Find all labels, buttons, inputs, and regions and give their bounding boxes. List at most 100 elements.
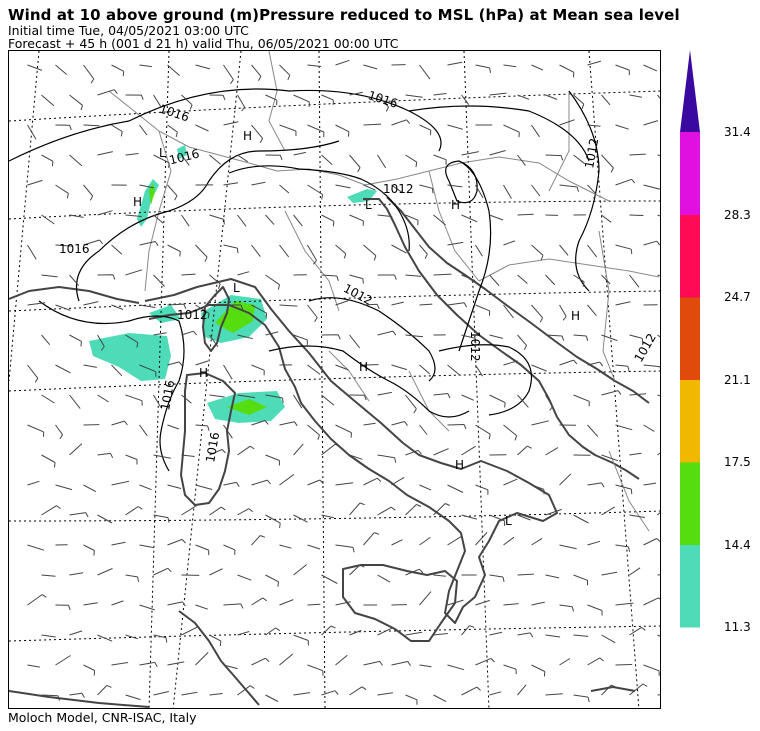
wind-barbs bbox=[27, 59, 660, 705]
wind-barb bbox=[405, 694, 418, 705]
wind-barb bbox=[125, 454, 138, 465]
wind-barb bbox=[55, 244, 73, 247]
wind-barb bbox=[349, 502, 365, 516]
wind-barb bbox=[573, 394, 590, 407]
wind-barb bbox=[265, 694, 279, 702]
wind-barb bbox=[335, 424, 352, 438]
wind-barb bbox=[391, 476, 405, 486]
wind-barb bbox=[251, 181, 266, 186]
wind-barb bbox=[55, 64, 68, 75]
wind-barb bbox=[405, 449, 422, 456]
wind-barb bbox=[223, 244, 239, 254]
isobar-label: 1012 bbox=[341, 281, 375, 308]
wind-barb bbox=[587, 60, 602, 66]
wind-barb bbox=[587, 657, 604, 666]
wind-barb bbox=[461, 334, 477, 344]
wind-barb bbox=[461, 94, 470, 106]
wind-barb bbox=[503, 304, 514, 319]
wind-barb bbox=[321, 514, 335, 519]
isobar-label: 1016 bbox=[203, 431, 222, 464]
model-credit: Moloch Model, CNR-ISAC, Italy bbox=[8, 710, 197, 725]
wind-barb bbox=[97, 514, 113, 524]
wind-barb bbox=[475, 304, 491, 316]
wind-barb bbox=[405, 214, 419, 226]
wind-barb bbox=[433, 503, 450, 516]
wind-barb bbox=[531, 484, 545, 495]
wind-barb bbox=[489, 691, 502, 696]
wind-barb bbox=[251, 597, 267, 606]
wind-barb bbox=[167, 661, 185, 666]
wind-barb bbox=[531, 537, 543, 546]
wind-barb bbox=[279, 599, 294, 606]
wind-area-corsica-east-core bbox=[215, 301, 255, 333]
wind-barb bbox=[349, 454, 363, 460]
wind-barb bbox=[517, 154, 526, 166]
wind-barb bbox=[237, 271, 250, 276]
wind-barb bbox=[251, 244, 261, 258]
wind-barb bbox=[27, 244, 37, 260]
wind-barb bbox=[475, 424, 491, 440]
wind-barb bbox=[83, 124, 100, 127]
wind-barb bbox=[531, 420, 549, 426]
wind-area-alps-west-core bbox=[149, 183, 155, 205]
wind-barb bbox=[321, 394, 335, 406]
wind-barb bbox=[447, 364, 461, 376]
legend-swatch bbox=[680, 297, 700, 380]
wind-barb bbox=[167, 424, 180, 430]
wind-barb bbox=[391, 539, 403, 546]
wind-barb bbox=[545, 447, 559, 456]
wind-barb bbox=[41, 274, 58, 278]
wind-barb bbox=[69, 334, 82, 347]
wind-barb bbox=[321, 214, 335, 227]
wind-barb bbox=[97, 684, 112, 696]
wind-barb bbox=[125, 694, 141, 701]
wind-barb bbox=[181, 154, 190, 166]
wind-barb bbox=[153, 154, 170, 168]
wind-barb bbox=[419, 244, 428, 259]
wind-barb bbox=[587, 304, 597, 317]
wind-barb bbox=[279, 473, 295, 486]
wind-barb bbox=[223, 481, 240, 487]
wind-barb bbox=[349, 91, 363, 96]
wind-barb bbox=[167, 244, 181, 257]
wind-barb bbox=[559, 304, 567, 321]
isobar-label: 1016 bbox=[59, 242, 90, 256]
wind-barb bbox=[447, 184, 463, 188]
wind-barb bbox=[307, 424, 320, 440]
north-africa-coast bbox=[9, 690, 150, 708]
wind-barb bbox=[195, 484, 213, 490]
wind-barb bbox=[69, 394, 81, 409]
legend-swatch bbox=[680, 379, 700, 463]
initial-time: Initial time Tue, 04/05/2021 03:00 UTC bbox=[8, 23, 249, 38]
wind-barb bbox=[601, 274, 611, 285]
wind-barb bbox=[643, 538, 660, 546]
wind-barb bbox=[643, 424, 655, 432]
legend-level-label: 24.7 bbox=[724, 290, 751, 304]
wind-barb bbox=[657, 154, 660, 157]
wind-barb bbox=[153, 332, 167, 336]
wind-area-sardinia-core bbox=[227, 399, 267, 415]
wind-barb bbox=[601, 94, 611, 106]
wind-barb bbox=[307, 124, 325, 138]
wind-barb bbox=[209, 568, 223, 576]
wind-barb bbox=[531, 664, 546, 677]
wind-barb bbox=[167, 484, 182, 489]
wind-barb bbox=[321, 574, 338, 584]
wind-barb bbox=[559, 658, 571, 666]
wind-barb bbox=[41, 214, 55, 225]
wind-barb bbox=[293, 514, 308, 523]
wind-barb bbox=[167, 124, 178, 138]
wind-barb bbox=[335, 654, 348, 666]
color-legend: 11.3 14.4 17.5 21.1 24.7 28.3 31.4 bbox=[680, 50, 760, 650]
wind-barb bbox=[433, 694, 447, 703]
wind-barb bbox=[279, 184, 290, 194]
wind-barb bbox=[405, 631, 423, 636]
wind-barb bbox=[545, 274, 556, 286]
wind-barb bbox=[349, 334, 360, 349]
wind-barb bbox=[27, 124, 37, 140]
wind-barb bbox=[139, 544, 154, 549]
wind-barb bbox=[139, 124, 148, 136]
wind-barb bbox=[601, 684, 616, 696]
wind-barb bbox=[349, 214, 364, 226]
wind-barb bbox=[461, 686, 481, 696]
